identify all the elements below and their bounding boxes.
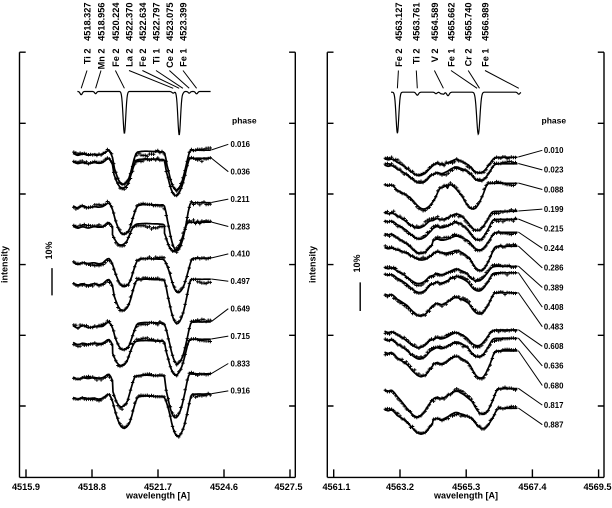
svg-text:Fe 1 4565.662: Fe 1 4565.662 bbox=[446, 3, 456, 67]
svg-text:Fe 1 4523.399: Fe 1 4523.399 bbox=[178, 3, 188, 67]
svg-text:0.608: 0.608 bbox=[544, 342, 564, 351]
svg-text:4565.3: 4565.3 bbox=[452, 482, 480, 492]
svg-text:Fe 2 4520.224: Fe 2 4520.224 bbox=[111, 2, 121, 67]
svg-text:phase: phase bbox=[542, 116, 567, 126]
svg-text:0.389: 0.389 bbox=[544, 283, 564, 292]
svg-text:0.483: 0.483 bbox=[544, 323, 564, 332]
svg-text:Ti 1 4522.797: Ti 1 4522.797 bbox=[151, 3, 161, 65]
svg-text:0.016: 0.016 bbox=[231, 140, 251, 149]
svg-text:intensity: intensity bbox=[308, 246, 318, 283]
svg-text:4563.2: 4563.2 bbox=[386, 482, 414, 492]
svg-text:V 2 4564.589: V 2 4564.589 bbox=[430, 3, 440, 63]
svg-text:4527.5: 4527.5 bbox=[274, 482, 302, 492]
svg-text:0.916: 0.916 bbox=[231, 387, 251, 396]
svg-text:Ti 2 4518.327: Ti 2 4518.327 bbox=[82, 3, 92, 65]
svg-text:intensity: intensity bbox=[0, 246, 10, 283]
svg-text:10%: 10% bbox=[352, 254, 362, 272]
svg-text:0.199: 0.199 bbox=[544, 205, 564, 214]
svg-text:0.023: 0.023 bbox=[544, 166, 564, 175]
svg-text:0.010: 0.010 bbox=[544, 146, 564, 155]
svg-text:4561.1: 4561.1 bbox=[322, 482, 350, 492]
svg-text:0.636: 0.636 bbox=[544, 362, 564, 371]
svg-text:0.408: 0.408 bbox=[544, 303, 564, 312]
svg-text:Fe 2 4522.634: Fe 2 4522.634 bbox=[138, 2, 148, 67]
svg-text:0.817: 0.817 bbox=[544, 401, 564, 410]
svg-text:4524.6: 4524.6 bbox=[210, 482, 238, 492]
svg-text:0.211: 0.211 bbox=[231, 195, 251, 204]
svg-text:10%: 10% bbox=[44, 241, 54, 259]
svg-text:4521.7: 4521.7 bbox=[144, 482, 172, 492]
svg-text:4515.9: 4515.9 bbox=[12, 482, 40, 492]
svg-text:Ti 2 4563.761: Ti 2 4563.761 bbox=[412, 3, 422, 65]
svg-text:0.283: 0.283 bbox=[231, 222, 251, 231]
svg-text:0.833: 0.833 bbox=[231, 359, 251, 368]
svg-text:0.215: 0.215 bbox=[544, 225, 564, 234]
svg-text:0.244: 0.244 bbox=[544, 244, 564, 253]
svg-text:Fe 1 4566.989: Fe 1 4566.989 bbox=[480, 3, 490, 67]
svg-text:0.887: 0.887 bbox=[544, 421, 564, 430]
svg-text:Fe 2 4563.127: Fe 2 4563.127 bbox=[394, 3, 404, 67]
svg-text:4518.8: 4518.8 bbox=[78, 482, 106, 492]
svg-text:La 2 4522.370: La 2 4522.370 bbox=[124, 3, 134, 67]
svg-text:0.286: 0.286 bbox=[544, 264, 564, 273]
svg-text:4567.4: 4567.4 bbox=[518, 482, 547, 492]
svg-text:0.680: 0.680 bbox=[544, 381, 564, 390]
svg-text:Cr 2 4565.740: Cr 2 4565.740 bbox=[464, 3, 474, 67]
svg-text:0.036: 0.036 bbox=[231, 168, 251, 177]
svg-text:wavelength [A]: wavelength [A] bbox=[125, 491, 190, 501]
svg-text:phase: phase bbox=[232, 116, 257, 126]
svg-text:4569.5: 4569.5 bbox=[583, 482, 611, 492]
svg-text:0.715: 0.715 bbox=[231, 332, 251, 341]
svg-text:Ce 2 4523.075: Ce 2 4523.075 bbox=[165, 3, 175, 68]
svg-text:0.497: 0.497 bbox=[231, 277, 251, 286]
svg-text:Mn 2 4518.956: Mn 2 4518.956 bbox=[96, 3, 106, 70]
svg-text:wavelength [A]: wavelength [A] bbox=[433, 491, 498, 501]
svg-text:0.410: 0.410 bbox=[231, 250, 251, 259]
svg-text:0.088: 0.088 bbox=[544, 185, 564, 194]
svg-text:0.649: 0.649 bbox=[231, 305, 251, 314]
